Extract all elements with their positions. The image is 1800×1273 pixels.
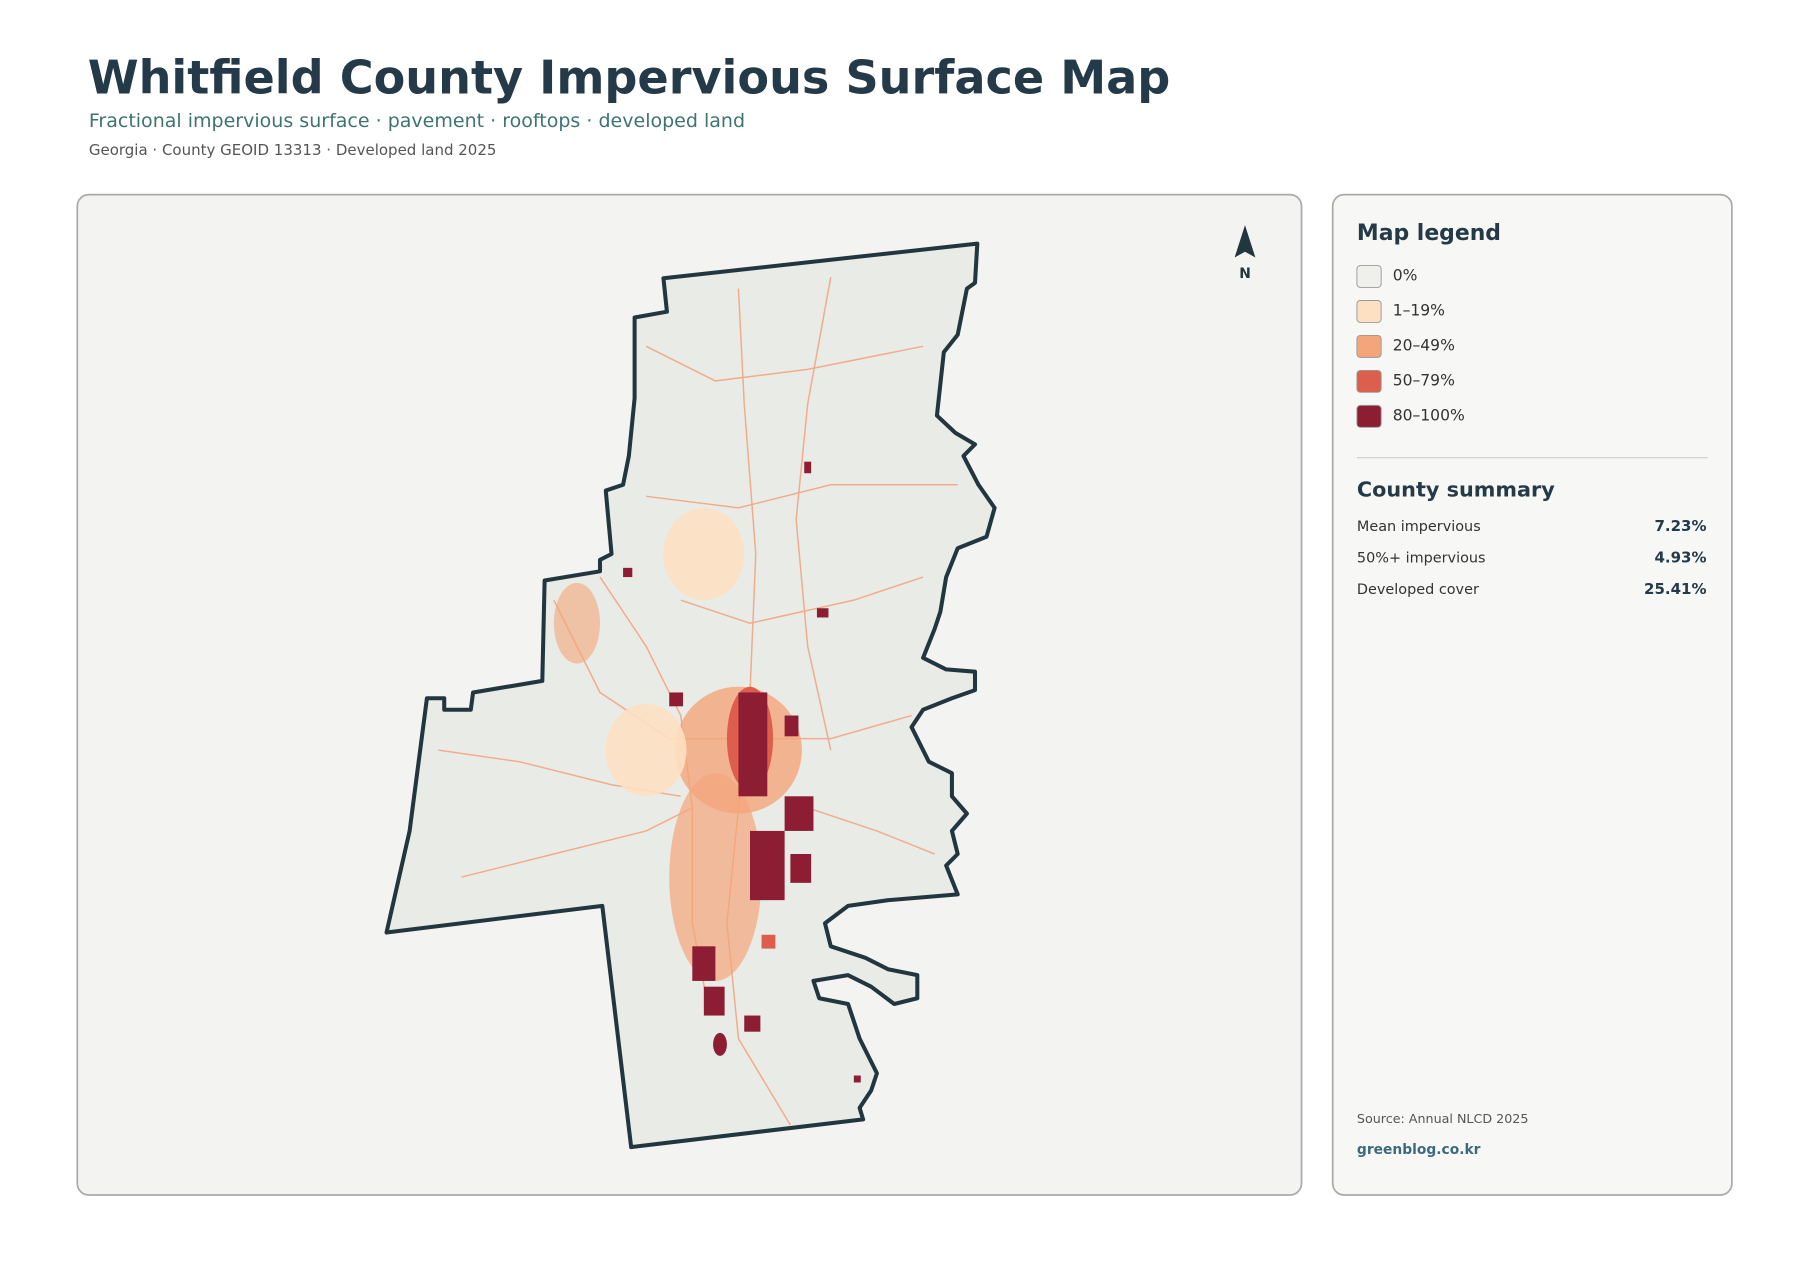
north-arrow bbox=[1234, 225, 1256, 258]
legend-swatch bbox=[1356, 404, 1382, 428]
summary-value: 4.93% bbox=[1654, 548, 1706, 566]
summary-title: County summary bbox=[1357, 477, 1555, 501]
source: Source: Annual NLCD 2025 bbox=[1357, 1111, 1529, 1126]
summary: Mean impervious 7.23% 50%+ impervious 4.93%… bbox=[1357, 517, 1707, 598]
legend-swatch bbox=[1356, 265, 1382, 288]
legend-swatch bbox=[1356, 369, 1382, 393]
summary-label: Mean impervious bbox=[1357, 519, 1481, 535]
summary-label: Developed cover bbox=[1357, 582, 1479, 598]
north-label: N bbox=[1239, 266, 1251, 282]
summary-label: 50%+ impervious bbox=[1357, 550, 1486, 566]
urban-patches bbox=[553, 461, 861, 1083]
legend-label: 1–19% bbox=[1393, 302, 1445, 320]
county-map: N bbox=[384, 225, 1256, 1150]
side-panel bbox=[1331, 193, 1733, 1196]
legend-swatch bbox=[1356, 300, 1382, 323]
legend-label: 0% bbox=[1393, 267, 1418, 285]
subtitle: Fractional impervious surface · pavement… bbox=[89, 110, 745, 132]
title: Whitfield County Impervious Surface Map bbox=[88, 51, 1171, 105]
summary-value: 7.23% bbox=[1654, 517, 1706, 535]
legend-label: 50–79% bbox=[1393, 371, 1455, 389]
legend-swatch bbox=[1356, 335, 1382, 358]
legend: 0% 1–19% 20–49% 50–79% 80–100% bbox=[1356, 265, 1465, 428]
meta: Georgia · County GEOID 13313 · Developed… bbox=[89, 141, 497, 159]
legend-title: Map legend bbox=[1357, 221, 1501, 246]
summary-value: 25.41% bbox=[1644, 580, 1706, 598]
site: greenblog.co.kr bbox=[1357, 1142, 1481, 1158]
legend-label: 80–100% bbox=[1393, 406, 1465, 424]
legend-label: 20–49% bbox=[1393, 336, 1455, 354]
county-outline bbox=[384, 241, 997, 1150]
